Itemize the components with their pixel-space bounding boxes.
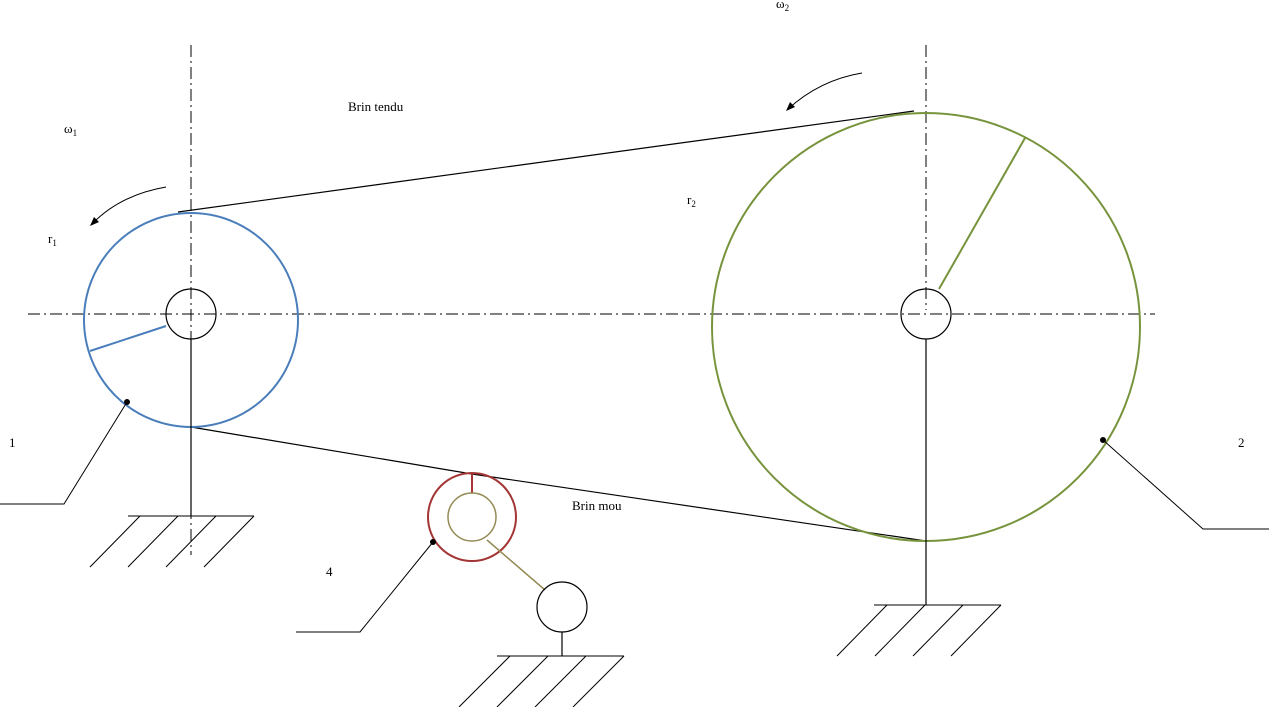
part-2-leader: [1100, 437, 1269, 530]
part-4-label: 4: [326, 564, 333, 579]
tensioner-ground-hatch: [458, 655, 625, 707]
pulley-2-ground-hatch: [836, 604, 1002, 657]
tensioner-inner: [447, 492, 497, 542]
r2-label: r2: [687, 192, 696, 209]
part-2-label: 2: [1238, 435, 1245, 450]
omega-2-arrow: [786, 72, 863, 111]
omega-1-label: ω1: [64, 121, 77, 138]
pulley-2-radius: [938, 137, 1026, 290]
pulley-1-ground-hatch: [89, 515, 255, 568]
brin-tendu-label: Brin tendu: [348, 99, 404, 114]
slack-strand: [190, 426, 927, 542]
tight-strand: [177, 110, 915, 213]
pulley-1-radius: [89, 325, 167, 352]
part-1-label: 1: [9, 435, 16, 450]
tensioner-pivot: [536, 581, 588, 633]
r1-label: r1: [48, 231, 57, 248]
part-4-leader: [296, 539, 436, 633]
tensioner-arm: [486, 539, 546, 591]
omega-1-arrow: [90, 186, 167, 226]
part-1-leader: [0, 399, 130, 505]
omega-2-label: ω2: [776, 0, 789, 13]
brin-mou-label: Brin mou: [572, 498, 622, 513]
